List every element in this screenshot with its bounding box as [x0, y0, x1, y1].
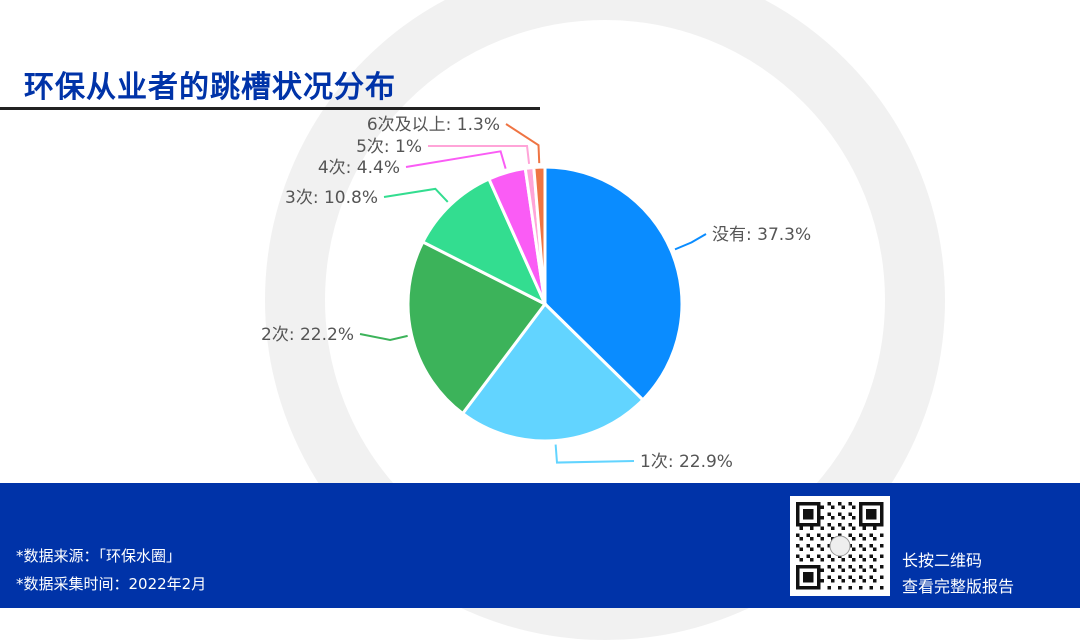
leader-line-0: [674, 233, 707, 251]
data-label-2: 2次: 22.2%: [261, 325, 354, 345]
pie-chart: 没有: 37.3% 1次: 22.9% 2次: 22.2% 3次: 10.8% 4次: …: [261, 115, 811, 472]
data-source: *数据来源：「环保水圈」: [16, 547, 182, 565]
data-label-1: 1次: 22.9%: [640, 452, 733, 472]
page-title: 环保从业者的跳槽状况分布: [24, 70, 396, 105]
pie-slice-1: [460, 301, 645, 443]
title-divider: [0, 107, 540, 110]
leader-line-3: [383, 187, 449, 203]
qr-caption-1: 长按二维码: [902, 551, 983, 570]
qr-caption-2: 查看完整版报告: [902, 577, 1015, 596]
pie-slice-0: [543, 165, 684, 403]
data-time: *数据采集时间：2022年2月: [16, 575, 207, 593]
pie-slice-3: [420, 177, 549, 308]
pie-slice-6: [532, 165, 547, 305]
footer: *数据来源：「环保水圈」 *数据采集时间：2022年2月 长按二维码 查看完整版…: [0, 483, 1080, 608]
qr-code[interactable]: [790, 496, 890, 596]
leader-line-6: [505, 123, 541, 164]
data-label-3: 3次: 10.8%: [285, 188, 378, 208]
data-label-0: 没有: 37.3%: [712, 225, 811, 245]
leader-line-4: [405, 150, 507, 169]
data-label-6: 6次及以上: 1.3%: [367, 115, 500, 135]
data-label-4: 4次: 4.4%: [318, 158, 400, 178]
pie-slice-2: [406, 239, 548, 416]
data-label-5: 5次: 1%: [356, 137, 422, 157]
leader-line-5: [427, 145, 531, 165]
leader-line-2: [359, 333, 408, 341]
leader-line-1: [554, 444, 635, 464]
